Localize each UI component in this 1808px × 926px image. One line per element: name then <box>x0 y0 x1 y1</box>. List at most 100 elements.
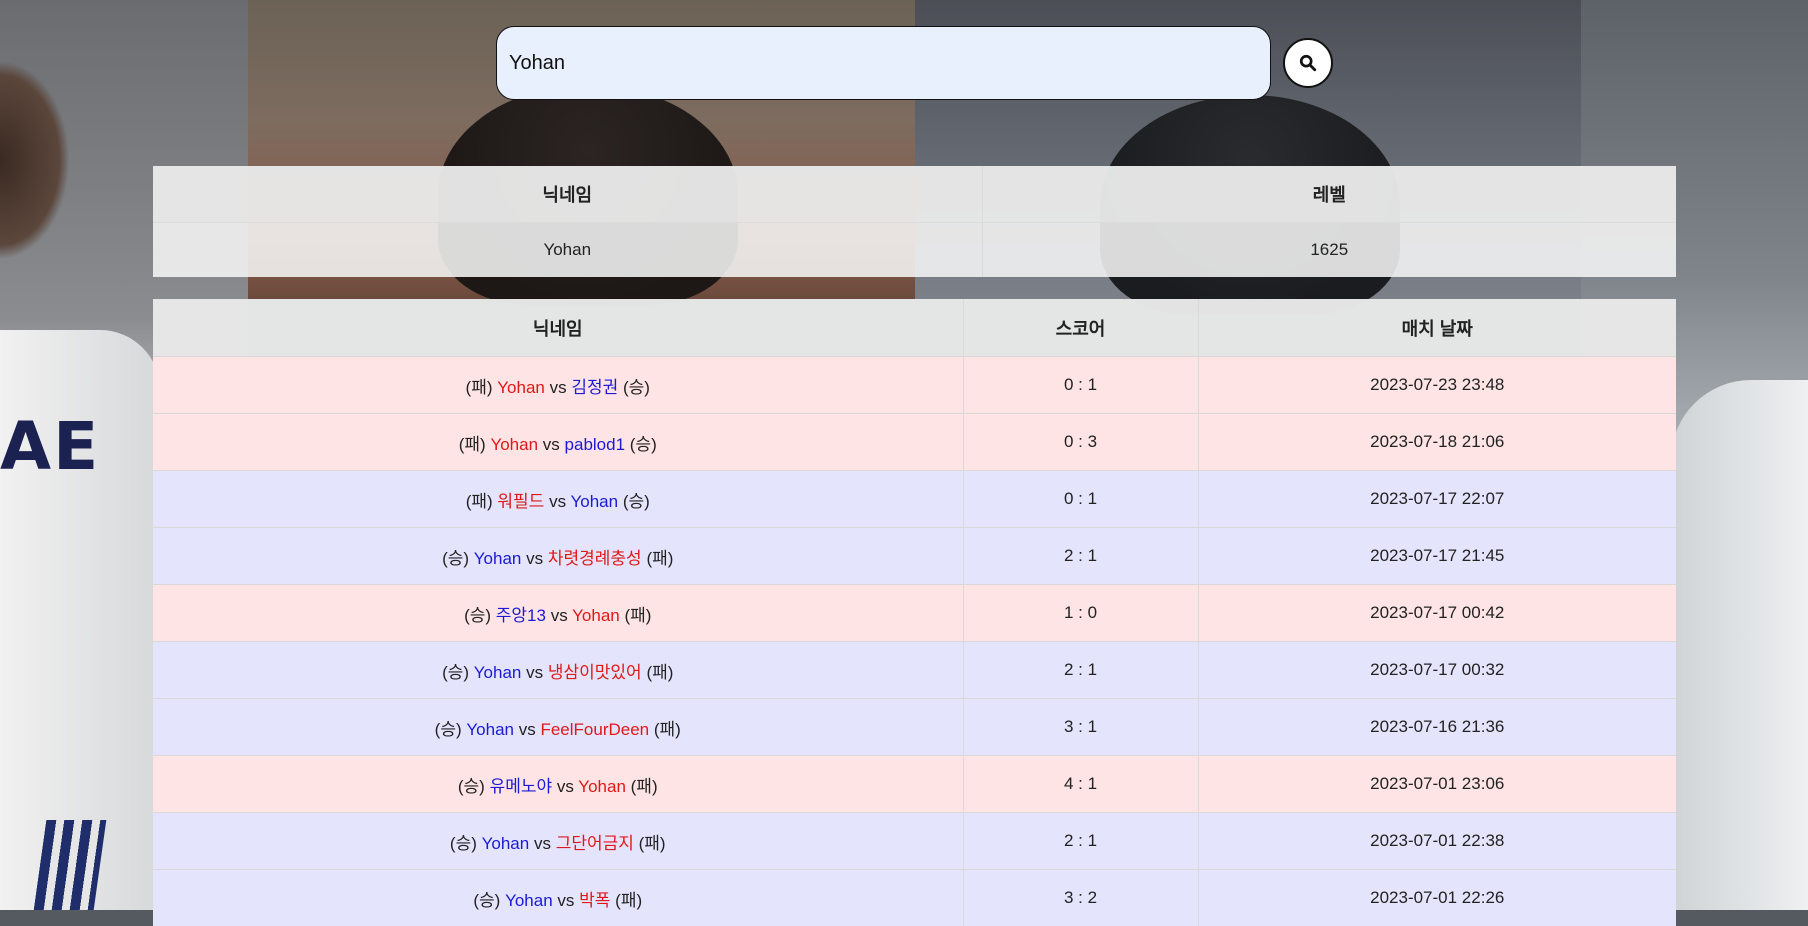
match-score: 0 : 1 <box>963 471 1198 528</box>
match-score: 4 : 1 <box>963 756 1198 813</box>
vs-label: vs <box>526 549 543 568</box>
left-player-name[interactable]: 유메노야 <box>490 777 553 796</box>
match-date: 2023-07-01 22:38 <box>1198 813 1676 870</box>
left-result-tag: (패) <box>459 435 486 454</box>
right-player-name[interactable]: 차렷경례충성 <box>548 549 642 568</box>
right-player-name[interactable]: 냉삼이맛있어 <box>548 663 642 682</box>
right-player-name[interactable]: FeelFourDeen <box>540 720 649 739</box>
match-date: 2023-07-18 21:06 <box>1198 414 1676 471</box>
left-player-name[interactable]: Yohan <box>474 663 522 682</box>
search-input[interactable] <box>496 26 1271 100</box>
left-player-name[interactable]: 워필드 <box>497 492 544 511</box>
right-result-tag: (승) <box>623 378 650 397</box>
match-score: 3 : 1 <box>963 699 1198 756</box>
match-players: (패) 워필드 vs Yohan (승) <box>153 471 963 528</box>
right-player-name[interactable]: Yohan <box>572 606 620 625</box>
right-result-tag: (패) <box>646 663 673 682</box>
right-player-name[interactable]: 김정권 <box>571 378 618 397</box>
match-players: (승) 주앙13 vs Yohan (패) <box>153 585 963 642</box>
left-result-tag: (승) <box>458 777 485 796</box>
left-player-name[interactable]: 주앙13 <box>496 606 546 625</box>
vs-label: vs <box>551 606 568 625</box>
match-players: (승) Yohan vs 차렷경례충성 (패) <box>153 528 963 585</box>
match-header-nickname: 닉네임 <box>153 299 963 357</box>
left-result-tag: (승) <box>442 663 469 682</box>
match-date: 2023-07-17 21:45 <box>1198 528 1676 585</box>
match-score: 2 : 1 <box>963 528 1198 585</box>
right-result-tag: (패) <box>639 834 666 853</box>
vs-label: vs <box>550 378 567 397</box>
right-result-tag: (패) <box>646 549 673 568</box>
match-header-row: 닉네임 스코어 매치 날짜 <box>153 299 1676 357</box>
left-player-name[interactable]: Yohan <box>490 435 538 454</box>
match-date: 2023-07-17 00:42 <box>1198 585 1676 642</box>
left-result-tag: (승) <box>473 891 500 910</box>
profile-nickname: Yohan <box>153 223 982 278</box>
match-players: (패) Yohan vs 김정권 (승) <box>153 357 963 414</box>
match-score: 0 : 1 <box>963 357 1198 414</box>
match-score: 3 : 2 <box>963 870 1198 926</box>
match-players: (승) Yohan vs 그단어금지 (패) <box>153 813 963 870</box>
left-player-name[interactable]: Yohan <box>497 378 545 397</box>
profile-header-nickname: 닉네임 <box>153 166 982 223</box>
vs-label: vs <box>557 777 574 796</box>
match-date: 2023-07-16 21:36 <box>1198 699 1676 756</box>
match-date: 2023-07-23 23:48 <box>1198 357 1676 414</box>
search-icon <box>1299 54 1317 72</box>
match-date: 2023-07-01 22:26 <box>1198 870 1676 926</box>
match-players: (승) Yohan vs FeelFourDeen (패) <box>153 699 963 756</box>
left-player-name[interactable]: Yohan <box>474 549 522 568</box>
right-player-name[interactable]: pablod1 <box>565 435 626 454</box>
left-player-name[interactable]: Yohan <box>482 834 530 853</box>
left-player-name[interactable]: Yohan <box>505 891 553 910</box>
left-result-tag: (승) <box>464 606 491 625</box>
search-button[interactable] <box>1283 38 1333 88</box>
match-header-score: 스코어 <box>963 299 1198 357</box>
left-result-tag: (승) <box>442 549 469 568</box>
left-result-tag: (승) <box>435 720 462 739</box>
match-score: 0 : 3 <box>963 414 1198 471</box>
left-result-tag: (패) <box>466 378 493 397</box>
match-players: (승) Yohan vs 박폭 (패) <box>153 870 963 926</box>
right-player-name[interactable]: 그단어금지 <box>556 834 634 853</box>
right-result-tag: (승) <box>630 435 657 454</box>
match-header-date: 매치 날짜 <box>1198 299 1676 357</box>
match-date: 2023-07-17 22:07 <box>1198 471 1676 528</box>
right-player-name[interactable]: 박폭 <box>579 891 610 910</box>
right-result-tag: (패) <box>615 891 642 910</box>
match-players: (승) Yohan vs 냉삼이맛있어 (패) <box>153 642 963 699</box>
right-player-name[interactable]: Yohan <box>578 777 626 796</box>
vs-label: vs <box>526 663 543 682</box>
vs-label: vs <box>543 435 560 454</box>
match-players: (승) 유메노야 vs Yohan (패) <box>153 756 963 813</box>
match-players: (패) Yohan vs pablod1 (승) <box>153 414 963 471</box>
profile-table: 닉네임 레벨 Yohan 1625 <box>153 166 1676 277</box>
right-result-tag: (패) <box>631 777 658 796</box>
right-player-name[interactable]: Yohan <box>570 492 618 511</box>
profile-level: 1625 <box>982 223 1676 278</box>
profile-header-level: 레벨 <box>982 166 1676 223</box>
match-date: 2023-07-17 00:32 <box>1198 642 1676 699</box>
right-result-tag: (패) <box>624 606 651 625</box>
match-date: 2023-07-01 23:06 <box>1198 756 1676 813</box>
right-result-tag: (패) <box>654 720 681 739</box>
left-player-name[interactable]: Yohan <box>466 720 514 739</box>
vs-label: vs <box>534 834 551 853</box>
match-score: 2 : 1 <box>963 642 1198 699</box>
profile-header-row: 닉네임 레벨 <box>153 166 1676 223</box>
search-bar <box>496 26 1333 100</box>
profile-row: Yohan 1625 <box>153 223 1676 278</box>
vs-label: vs <box>519 720 536 739</box>
match-score: 1 : 0 <box>963 585 1198 642</box>
left-result-tag: (패) <box>466 492 493 511</box>
